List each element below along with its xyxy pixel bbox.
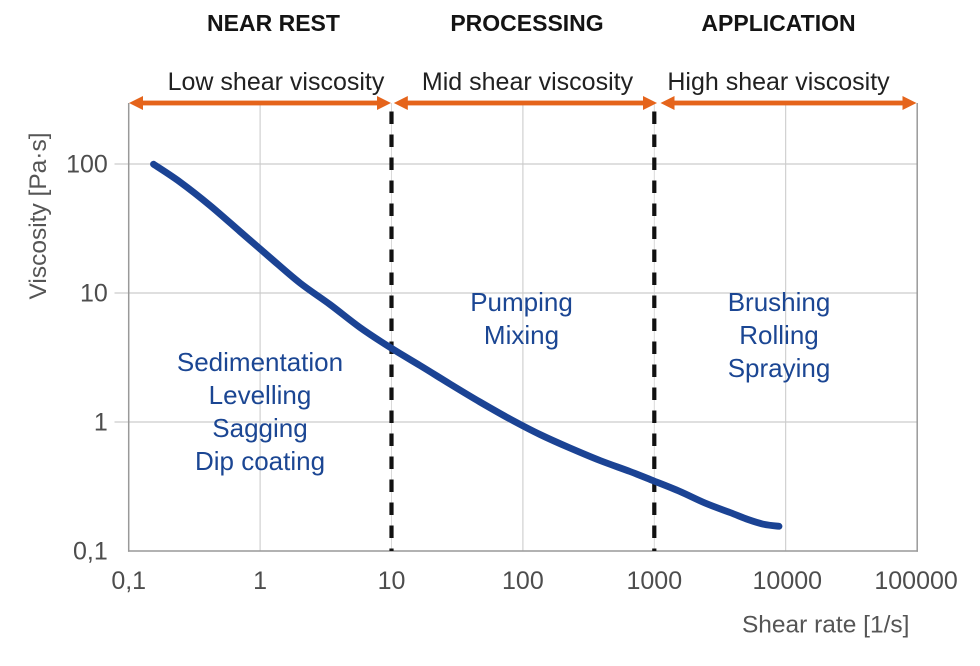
svg-text:10: 10: [80, 280, 108, 308]
svg-text:0,1: 0,1: [73, 538, 108, 566]
svg-text:100000: 100000: [874, 567, 957, 595]
svg-text:PROCESSING: PROCESSING: [450, 10, 603, 36]
svg-text:Mid shear viscosity: Mid shear viscosity: [422, 68, 634, 96]
svg-text:10: 10: [378, 567, 406, 595]
svg-text:Viscosity [Pa·s]: Viscosity [Pa·s]: [25, 132, 52, 299]
svg-text:Shear rate [1/s]: Shear rate [1/s]: [742, 611, 910, 638]
svg-text:Brushing: Brushing: [728, 287, 831, 317]
svg-text:Spraying: Spraying: [728, 353, 831, 383]
svg-text:NEAR REST: NEAR REST: [207, 10, 340, 36]
svg-text:1: 1: [94, 409, 108, 437]
svg-text:High shear viscosity: High shear viscosity: [667, 68, 890, 96]
svg-text:100: 100: [66, 151, 108, 179]
svg-text:APPLICATION: APPLICATION: [701, 10, 855, 36]
svg-text:Dip coating: Dip coating: [195, 446, 325, 476]
svg-text:100: 100: [502, 567, 544, 595]
svg-text:Rolling: Rolling: [739, 320, 819, 350]
svg-text:Low shear viscosity: Low shear viscosity: [168, 68, 385, 96]
svg-text:Mixing: Mixing: [484, 320, 559, 350]
svg-text:1000: 1000: [626, 567, 682, 595]
svg-text:0,1: 0,1: [111, 567, 146, 595]
svg-text:Levelling: Levelling: [209, 380, 312, 410]
svg-text:Pumping: Pumping: [470, 287, 573, 317]
svg-text:1: 1: [253, 567, 267, 595]
svg-text:Sedimentation: Sedimentation: [177, 347, 343, 377]
svg-text:Sagging: Sagging: [212, 413, 307, 443]
svg-text:10000: 10000: [753, 567, 823, 595]
